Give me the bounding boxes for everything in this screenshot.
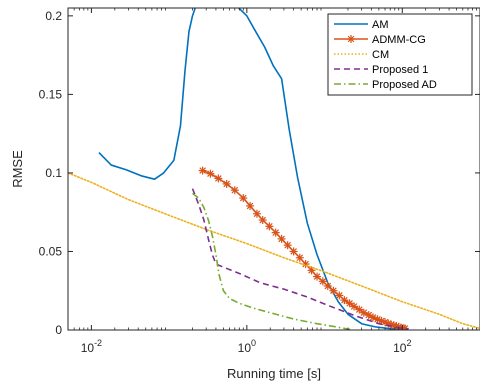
series-point-1-7 [252, 209, 261, 218]
axes-layer [67, 7, 480, 331]
series-point-1-3 [222, 179, 231, 188]
series-point-1-0 [198, 166, 207, 175]
series-point-1-13 [289, 247, 298, 256]
series-point-1-10 [271, 228, 280, 237]
series-3 [191, 188, 409, 330]
series-line-0 [98, 8, 403, 330]
series-point-1-2 [214, 174, 223, 183]
legend-entry-0: AM [334, 19, 389, 31]
legend-entry-2: CM [334, 49, 389, 61]
series-point-1-4 [230, 186, 239, 195]
x-axis-label: Running time [s] [227, 366, 321, 381]
series-point-1-1 [206, 169, 215, 178]
legend-label-1: ADMM-CG [372, 34, 426, 46]
y-axis-label: RMSE [10, 150, 25, 188]
x-tick-label-2: 102 [393, 338, 411, 355]
series-point-1-20 [329, 286, 338, 295]
series-layer [68, 8, 480, 330]
series-point-1-14 [295, 253, 304, 262]
x-tick-label-0: 10-2 [81, 338, 102, 355]
legend-entry-3: Proposed 1 [334, 64, 428, 76]
series-point-1-16 [307, 266, 316, 275]
series-point-1-22 [340, 296, 349, 305]
legend: AM ADMM-CG CM Proposed 1 Proposed AD [327, 13, 473, 96]
legend-label-4: Proposed AD [372, 79, 437, 91]
series-2 [68, 172, 480, 330]
y-tick-label-2: 0.1 [45, 166, 62, 180]
series-point-1-23 [345, 299, 354, 308]
series-point-1-15 [301, 260, 310, 269]
series-point-1-19 [323, 282, 332, 291]
legend-label-2: CM [372, 49, 389, 61]
ticks-layer: 10-2 100 102 0 0.05 0.1 0.15 0.2 [39, 8, 480, 355]
series-point-1-8 [258, 216, 267, 225]
y-tick-label-1: 0.05 [39, 244, 63, 258]
series-point-1-25 [355, 305, 364, 314]
y-tick-label-0: 0 [55, 323, 62, 337]
series-line-2 [68, 172, 480, 330]
series-line-3 [191, 188, 409, 330]
series-1 [198, 166, 409, 330]
x-tick-label-1: 100 [238, 338, 256, 355]
series-point-1-6 [246, 201, 255, 210]
series-point-1-17 [313, 272, 322, 281]
legend-entry-4: Proposed AD [334, 79, 437, 91]
series-point-1-12 [283, 241, 292, 250]
axes-box [67, 7, 480, 331]
y-tick-label-3: 0.15 [39, 87, 63, 101]
series-point-1-5 [239, 194, 248, 203]
legend-label-3: Proposed 1 [372, 64, 428, 76]
series-point-1-21 [335, 291, 344, 300]
y-tick-label-4: 0.2 [45, 9, 62, 23]
series-point-1-9 [265, 222, 274, 231]
series-point-1-18 [318, 277, 327, 286]
series-0 [98, 8, 403, 330]
legend-entry-1: ADMM-CG [334, 34, 426, 46]
series-point-1-11 [277, 234, 286, 243]
legend-label-0: AM [372, 19, 389, 31]
legend-marker-1 [347, 35, 355, 43]
